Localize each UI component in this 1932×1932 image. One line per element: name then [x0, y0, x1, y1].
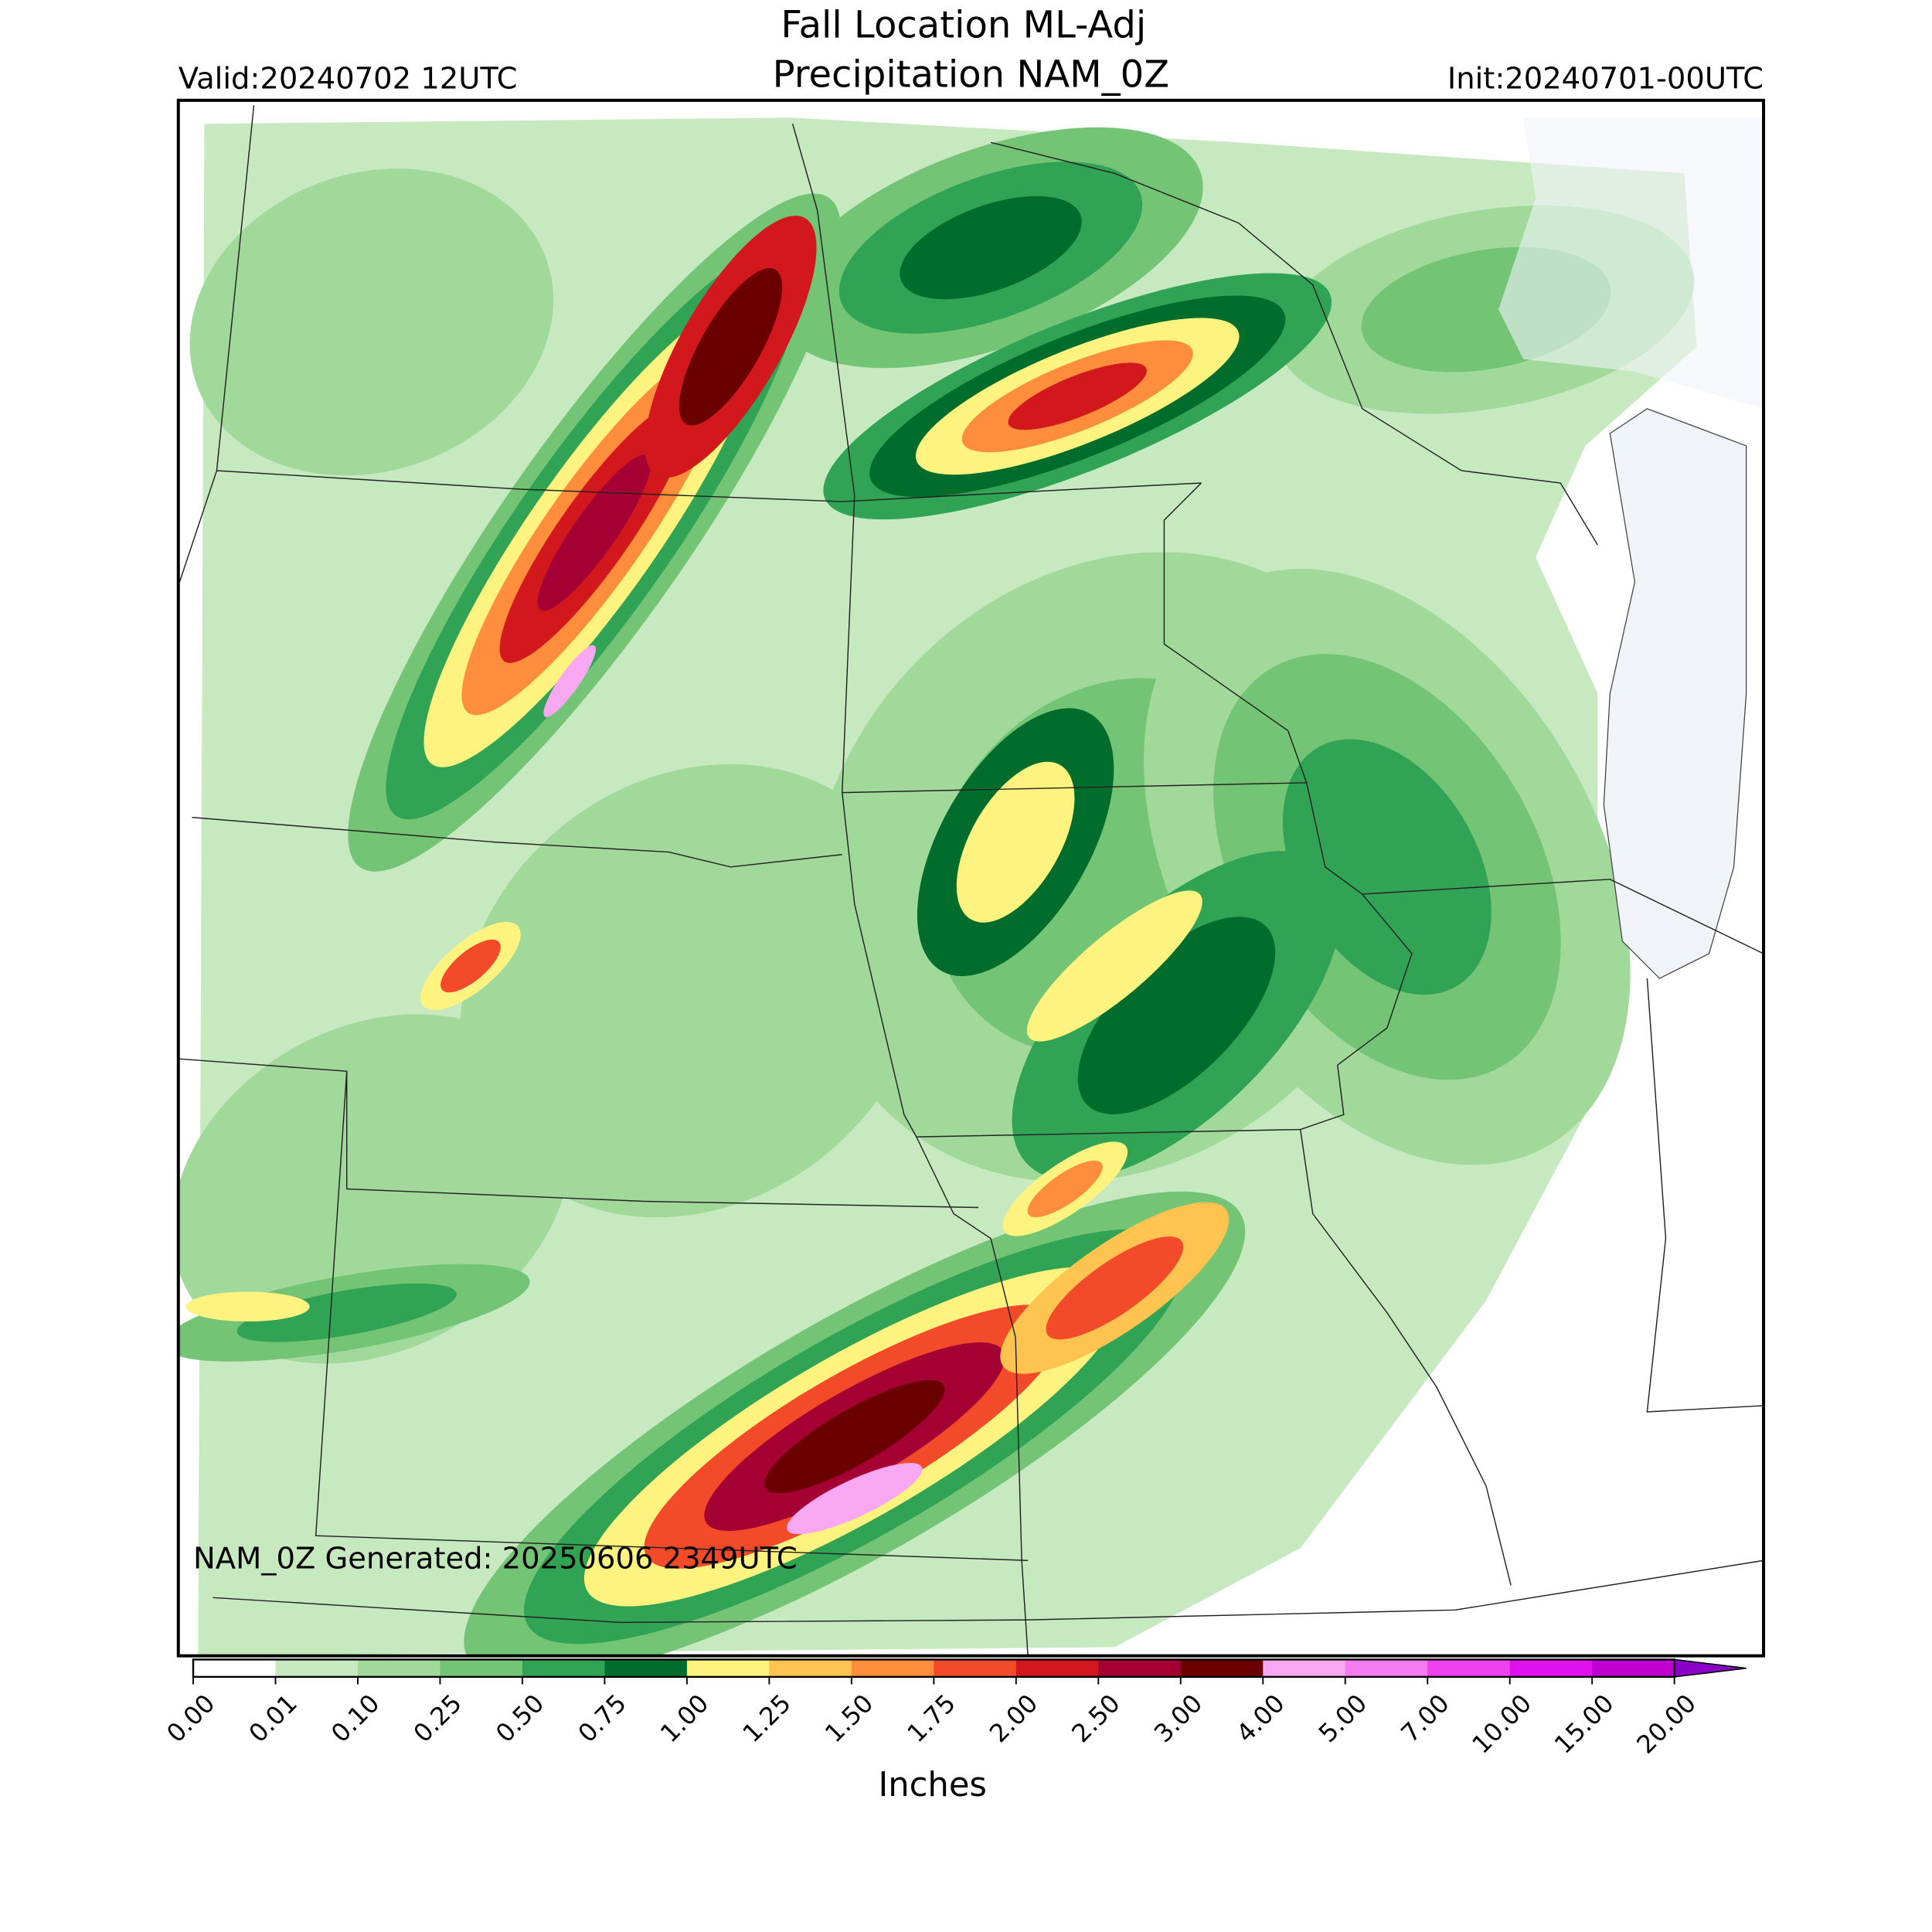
colorbar-tick-label: 5.00	[1313, 1689, 1372, 1748]
colorbar-segment	[193, 1659, 276, 1677]
colorbar-segment	[1263, 1659, 1346, 1677]
colorbar-segment	[1345, 1659, 1428, 1677]
precip-region	[440, 939, 501, 993]
colorbar-tick-label: 10.00	[1466, 1689, 1537, 1760]
title: Fall Location ML-Adj	[781, 3, 1146, 46]
lake-michigan	[1603, 408, 1747, 979]
precip-region	[1026, 890, 1202, 1042]
colorbar-segment	[1427, 1659, 1511, 1677]
colorbar-segment	[686, 1659, 770, 1677]
lake-superior	[1498, 117, 1764, 409]
colorbar-tick-label: 20.00	[1631, 1689, 1702, 1760]
colorbar-tick-label: 1.25	[736, 1689, 796, 1748]
colorbar-tick-label: 15.00	[1549, 1689, 1620, 1760]
precip-region	[679, 267, 783, 426]
precip-region	[543, 645, 597, 717]
colorbar-tick-label: 0.00	[161, 1689, 220, 1748]
map-frame	[176, 98, 1766, 1658]
precip-region	[236, 1283, 457, 1342]
colorbar-segment	[440, 1659, 523, 1677]
generated-note: NAM_0Z Generated: 20250606 2349UTC	[193, 1542, 798, 1577]
precip-region	[787, 1462, 923, 1535]
precip-region	[764, 1379, 945, 1494]
colorbar-tick-label: 2.00	[984, 1689, 1043, 1748]
colorbar-segment	[1180, 1659, 1264, 1677]
precip-region	[1008, 362, 1147, 430]
colorbar-segment	[1098, 1659, 1182, 1677]
colorbar-extend	[1673, 1658, 1747, 1678]
precip-region	[956, 761, 1075, 923]
colorbar-tick-label: 1.75	[901, 1689, 961, 1748]
colorbar-segment	[1509, 1659, 1593, 1677]
colorbar-segment	[604, 1659, 688, 1677]
colorbar-segment	[522, 1659, 605, 1677]
colorbar-tick-label: 1.50	[819, 1689, 879, 1748]
colorbar-tick-label: 4.00	[1230, 1689, 1290, 1748]
colorbar-segment	[851, 1659, 934, 1677]
valid-time: Valid:20240702 12UTC	[179, 62, 518, 97]
precip-region	[185, 1291, 310, 1321]
colorbar-tick-label: 3.00	[1148, 1689, 1208, 1748]
colorbar-segment	[934, 1659, 1017, 1677]
colorbar-label: Inches	[878, 1766, 987, 1804]
colorbar-tick-label: 0.10	[325, 1689, 385, 1748]
colorbar-segment	[769, 1659, 852, 1677]
precip-region	[1077, 917, 1276, 1114]
colorbar-segment	[357, 1659, 440, 1677]
colorbar-tick-label: 0.75	[573, 1689, 632, 1748]
colorbar-tick-label: 0.01	[243, 1689, 303, 1748]
precip-region	[1027, 1160, 1103, 1218]
colorbar: 0.00 0.01 0.10 0.25 0.50 0.75 1.00 1.25 1.50 1.75…	[161, 1658, 1747, 1760]
precip-region	[900, 196, 1082, 300]
colorbar-segment	[275, 1659, 359, 1677]
map: NAM_0Z Generated: 20250606 2349UTC	[178, 100, 1764, 1656]
colorbar-tick-label: 1.00	[655, 1689, 714, 1748]
precip-region	[1046, 1236, 1184, 1340]
precip-region	[460, 764, 927, 1218]
precip-field	[178, 117, 1697, 1656]
colorbar-tick-label: 0.25	[408, 1689, 468, 1748]
colorbar-segment	[1592, 1659, 1675, 1677]
state-borders	[179, 105, 1764, 1656]
subtitle: Precipitation NAM_0Z	[773, 53, 1170, 96]
colorbar-segment	[1015, 1659, 1099, 1677]
colorbar-tick-label: 7.00	[1395, 1689, 1454, 1748]
precip-region	[189, 168, 554, 476]
colorbar-tick-label: 0.50	[490, 1689, 549, 1748]
colorbar-tick-label: 2.50	[1066, 1689, 1125, 1748]
init-time: Init:20240701-00UTC	[1447, 62, 1764, 97]
